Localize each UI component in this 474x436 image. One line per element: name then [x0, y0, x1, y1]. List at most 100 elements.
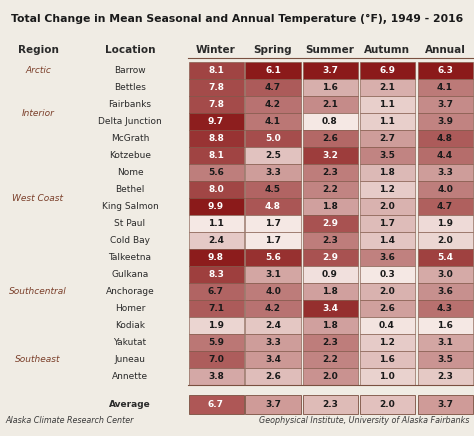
Bar — [189, 351, 244, 368]
Text: 4.2: 4.2 — [265, 304, 281, 313]
Bar — [302, 164, 357, 181]
Text: Location: Location — [105, 45, 155, 55]
Bar — [302, 215, 357, 232]
Bar — [418, 130, 473, 147]
Bar — [359, 283, 414, 300]
Bar — [359, 130, 414, 147]
Bar — [246, 96, 301, 113]
Bar — [418, 79, 473, 96]
Bar — [246, 317, 301, 334]
Text: 3.8: 3.8 — [208, 372, 224, 381]
Text: Average: Average — [109, 400, 151, 409]
Text: 2.3: 2.3 — [322, 236, 338, 245]
Bar — [302, 147, 357, 164]
Text: 9.7: 9.7 — [208, 117, 224, 126]
Text: 1.6: 1.6 — [379, 355, 395, 364]
Text: Arctic: Arctic — [25, 66, 51, 75]
Text: Winter: Winter — [196, 45, 236, 55]
Text: 2.3: 2.3 — [437, 372, 453, 381]
Text: 1.8: 1.8 — [322, 202, 338, 211]
Bar — [246, 215, 301, 232]
Text: 8.8: 8.8 — [208, 134, 224, 143]
Text: 3.5: 3.5 — [379, 151, 395, 160]
Text: Anchorage: Anchorage — [106, 287, 155, 296]
Text: 0.9: 0.9 — [322, 270, 338, 279]
Text: 4.1: 4.1 — [437, 83, 453, 92]
Text: 8.3: 8.3 — [208, 270, 224, 279]
Text: 7.1: 7.1 — [208, 304, 224, 313]
Text: 7.0: 7.0 — [208, 355, 224, 364]
Text: 1.1: 1.1 — [379, 117, 395, 126]
Bar — [246, 62, 301, 79]
Text: Delta Junction: Delta Junction — [98, 117, 162, 126]
Text: 4.1: 4.1 — [265, 117, 281, 126]
Bar — [359, 351, 414, 368]
Text: 3.9: 3.9 — [437, 117, 453, 126]
Text: 2.3: 2.3 — [322, 168, 338, 177]
Text: 2.0: 2.0 — [379, 400, 395, 409]
Bar — [246, 79, 301, 96]
Bar — [359, 79, 414, 96]
Text: 2.2: 2.2 — [322, 355, 338, 364]
Bar — [246, 198, 301, 215]
Text: Southcentral: Southcentral — [9, 287, 67, 296]
Text: 3.7: 3.7 — [437, 400, 453, 409]
Bar — [246, 334, 301, 351]
Text: 2.2: 2.2 — [322, 185, 338, 194]
Text: 2.1: 2.1 — [322, 100, 338, 109]
Text: 2.6: 2.6 — [322, 134, 338, 143]
Text: 6.9: 6.9 — [379, 66, 395, 75]
Bar — [189, 181, 244, 198]
Bar — [246, 130, 301, 147]
Text: 4.7: 4.7 — [437, 202, 453, 211]
Text: 2.6: 2.6 — [379, 304, 395, 313]
Text: 1.1: 1.1 — [379, 100, 395, 109]
Bar — [418, 249, 473, 266]
Bar — [302, 130, 357, 147]
Text: 1.1: 1.1 — [208, 219, 224, 228]
Text: 0.4: 0.4 — [379, 321, 395, 330]
Bar — [189, 266, 244, 283]
Text: 6.7: 6.7 — [208, 400, 224, 409]
Bar — [359, 232, 414, 249]
Text: 2.9: 2.9 — [322, 253, 338, 262]
Bar — [189, 232, 244, 249]
Bar — [359, 62, 414, 79]
Text: 4.7: 4.7 — [265, 83, 281, 92]
Bar — [418, 300, 473, 317]
Bar — [246, 266, 301, 283]
Text: 5.4: 5.4 — [437, 253, 453, 262]
Text: 2.0: 2.0 — [379, 202, 395, 211]
Text: 3.3: 3.3 — [265, 338, 281, 347]
Text: 3.0: 3.0 — [437, 270, 453, 279]
Bar — [359, 395, 414, 414]
Text: 3.5: 3.5 — [437, 355, 453, 364]
Text: 2.4: 2.4 — [265, 321, 281, 330]
Bar — [189, 249, 244, 266]
Text: 1.7: 1.7 — [265, 219, 281, 228]
Bar — [302, 198, 357, 215]
Text: Alaska Climate Research Center: Alaska Climate Research Center — [5, 416, 133, 425]
Text: 1.8: 1.8 — [379, 168, 395, 177]
Text: Gulkana: Gulkana — [111, 270, 149, 279]
Bar — [359, 113, 414, 130]
Bar — [246, 395, 301, 414]
Bar — [418, 164, 473, 181]
Bar — [359, 317, 414, 334]
Text: Summer: Summer — [306, 45, 355, 55]
Bar — [189, 62, 244, 79]
Text: 1.7: 1.7 — [265, 236, 281, 245]
Text: Interior: Interior — [21, 109, 55, 117]
Text: 2.0: 2.0 — [379, 287, 395, 296]
Text: Total Change in Mean Seasonal and Annual Temperature (°F), 1949 - 2016: Total Change in Mean Seasonal and Annual… — [11, 14, 463, 24]
Bar — [418, 113, 473, 130]
Bar — [418, 317, 473, 334]
Text: Annette: Annette — [112, 372, 148, 381]
Bar — [246, 181, 301, 198]
Text: 0.3: 0.3 — [379, 270, 395, 279]
Text: 8.0: 8.0 — [208, 185, 224, 194]
Bar — [418, 181, 473, 198]
Bar — [418, 198, 473, 215]
Text: Kodiak: Kodiak — [115, 321, 145, 330]
Text: 5.9: 5.9 — [208, 338, 224, 347]
